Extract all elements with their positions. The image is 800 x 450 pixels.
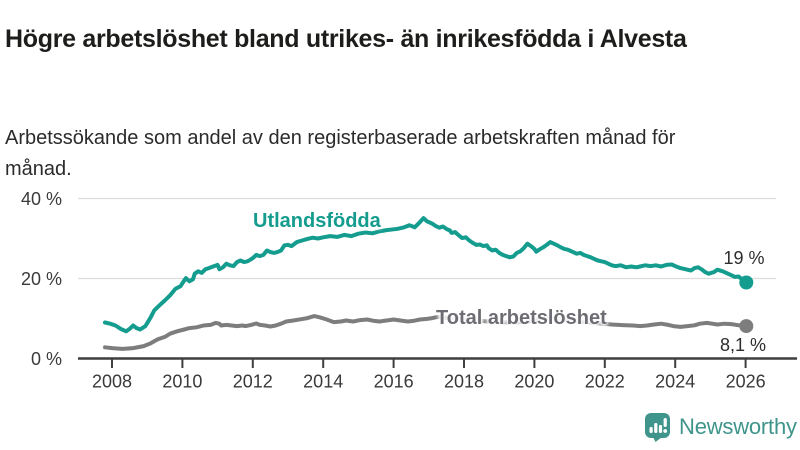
series-label-total-arbetsloshet: Total arbetslöshet bbox=[436, 307, 607, 329]
end-value-utlandsfodda: 19 % bbox=[723, 248, 765, 268]
x-axis-tick-label: 2020 bbox=[514, 372, 554, 392]
page-title: Högre arbetslöshet bland utrikes- än inr… bbox=[5, 24, 687, 53]
x-axis-tick-label: 2010 bbox=[162, 372, 202, 392]
y-axis-tick-label: 20 % bbox=[21, 269, 62, 289]
series-line-0 bbox=[103, 216, 749, 334]
x-axis-tick-label: 2018 bbox=[444, 372, 484, 392]
series-label-utlandsfodda: Utlandsfödda bbox=[253, 210, 381, 232]
line-chart: 0 % 20 % 40 % 2008 2010 2012 2014 2016 2018 2020 2… bbox=[21, 189, 797, 392]
x-axis-tick-label: 2012 bbox=[233, 372, 273, 392]
series-end-dot-1 bbox=[739, 319, 754, 334]
series-end-dot-0 bbox=[739, 275, 754, 290]
y-axis-tick-label: 0 % bbox=[31, 349, 62, 369]
x-axis-tick-label: 2016 bbox=[374, 372, 414, 392]
x-axis-tick-label: 2024 bbox=[655, 372, 695, 392]
end-value-total-arbetsloshet: 8,1 % bbox=[719, 335, 767, 355]
series-line-1 bbox=[103, 314, 749, 351]
chart-subtitle: Arbetssökande som andel av den registerb… bbox=[5, 127, 676, 180]
newsworthy-logo-icon bbox=[644, 412, 671, 442]
newsworthy-logo-text: Newsworthy bbox=[679, 414, 797, 439]
x-axis-tick-label: 2008 bbox=[92, 372, 132, 392]
y-axis-tick-label: 40 % bbox=[21, 189, 62, 209]
x-axis-tick-label: 2022 bbox=[585, 372, 625, 392]
x-axis-tick-label: 2026 bbox=[726, 372, 766, 392]
x-axis-tick-label: 2014 bbox=[303, 372, 343, 392]
newsworthy-logo[interactable]: Newsworthy bbox=[644, 412, 797, 442]
